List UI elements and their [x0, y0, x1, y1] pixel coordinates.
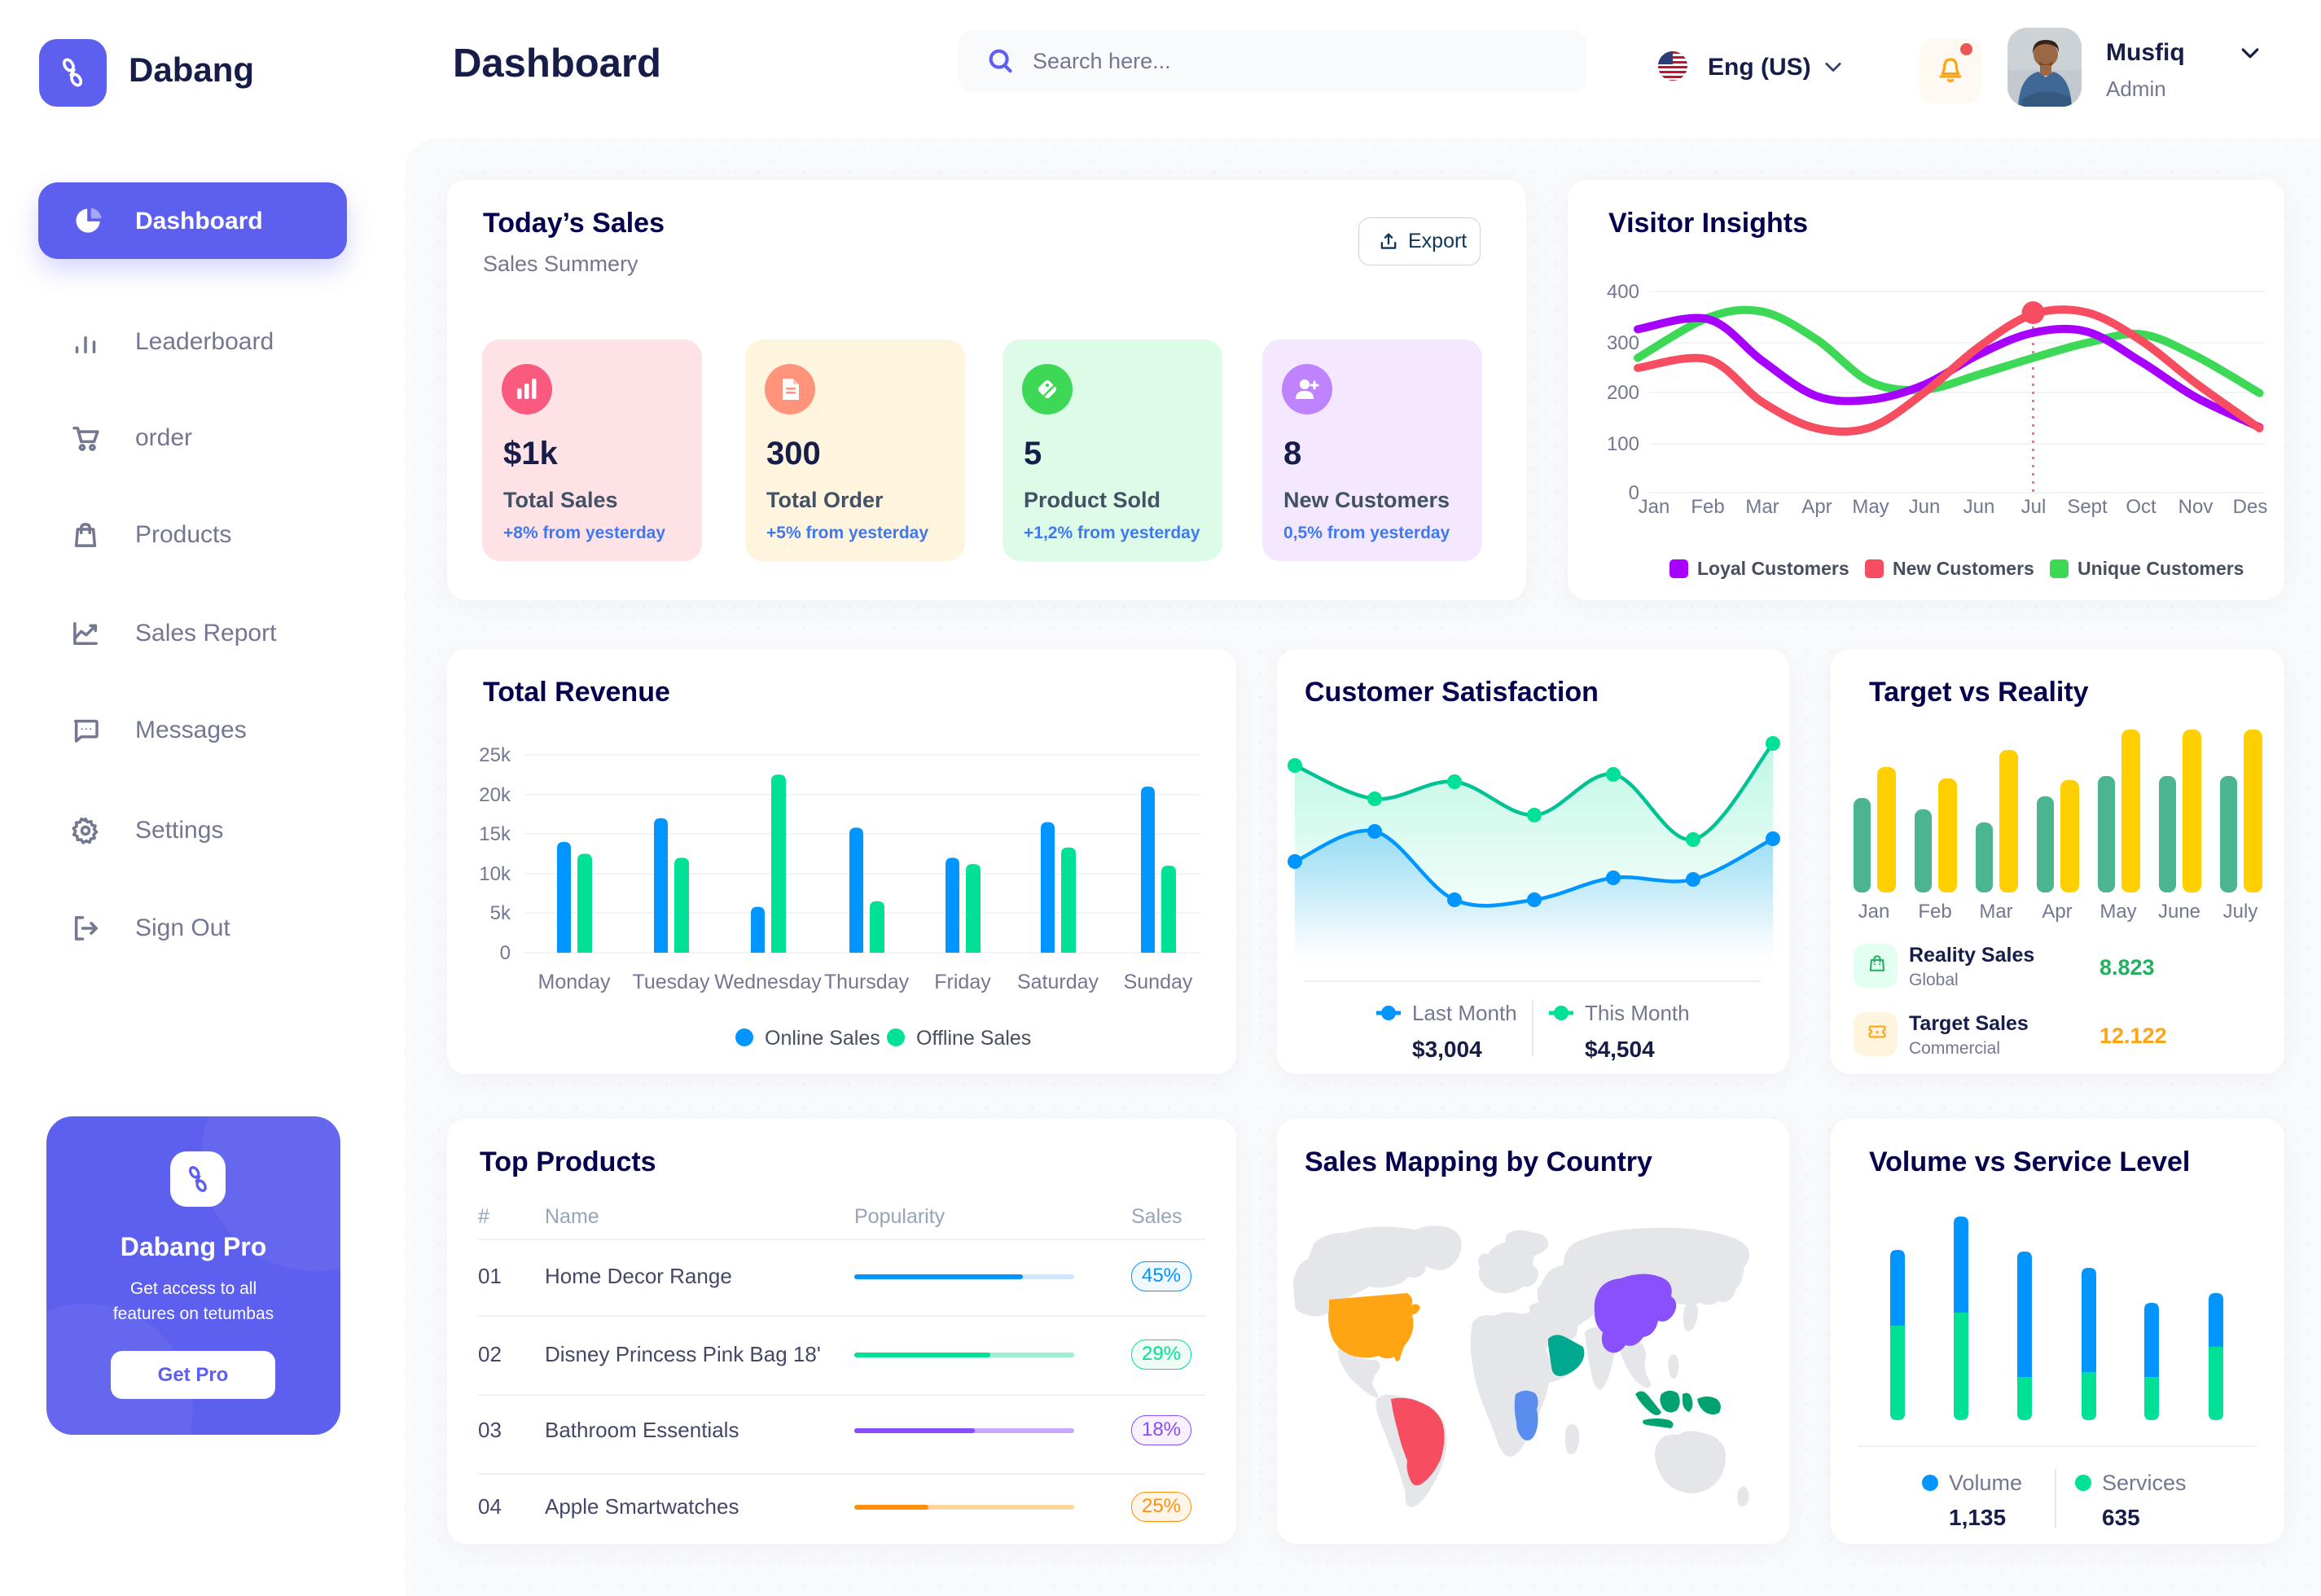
svg-text:0: 0	[1629, 482, 1639, 504]
svg-text:Commercial: Commercial	[1909, 1039, 2000, 1058]
svg-text:Target Sales: Target Sales	[1909, 1012, 2029, 1035]
svg-text:Global: Global	[1909, 971, 1959, 989]
svg-text:Nov: Nov	[2178, 496, 2214, 518]
svg-text:$4,504: $4,504	[1585, 1037, 1655, 1062]
svg-text:Services: Services	[2102, 1471, 2187, 1495]
svg-text:Apr: Apr	[1801, 496, 1832, 518]
svg-text:New Customers: New Customers	[1893, 558, 2034, 579]
svg-text:8.823: 8.823	[2099, 955, 2155, 980]
svg-text:400: 400	[1607, 281, 1639, 303]
svg-text:May: May	[2099, 901, 2136, 923]
svg-text:Saturday: Saturday	[1017, 971, 1099, 993]
svg-text:15k: 15k	[479, 823, 511, 845]
svg-text:100: 100	[1607, 433, 1639, 455]
svg-text:Des: Des	[2233, 496, 2268, 518]
svg-text:Jan: Jan	[1858, 901, 1890, 923]
svg-text:$3,004: $3,004	[1412, 1037, 1482, 1062]
svg-text:Thursday: Thursday	[824, 971, 910, 993]
svg-text:Friday: Friday	[934, 971, 991, 993]
svg-text:5k: 5k	[490, 902, 511, 924]
svg-text:Feb: Feb	[1691, 496, 1724, 518]
svg-text:25k: 25k	[479, 744, 511, 766]
svg-text:Monday: Monday	[538, 971, 611, 993]
svg-text:Sunday: Sunday	[1124, 971, 1193, 993]
svg-text:Sept: Sept	[2067, 496, 2108, 518]
svg-text:Mar: Mar	[1745, 496, 1779, 518]
svg-text:200: 200	[1607, 382, 1639, 404]
svg-text:Jul: Jul	[2021, 496, 2047, 518]
svg-text:12.122: 12.122	[2099, 1024, 2167, 1048]
svg-text:Wednesday: Wednesday	[714, 971, 822, 993]
svg-text:Volume: Volume	[1949, 1471, 2022, 1495]
svg-text:10k: 10k	[479, 863, 511, 885]
svg-text:Last Month: Last Month	[1412, 1001, 1517, 1025]
svg-text:635: 635	[2102, 1505, 2140, 1530]
svg-text:May: May	[1852, 496, 1889, 518]
svg-text:Apr: Apr	[2042, 901, 2072, 923]
svg-text:Oct: Oct	[2126, 496, 2156, 518]
svg-text:Online Sales: Online Sales	[765, 1027, 880, 1050]
svg-text:June: June	[2158, 901, 2200, 923]
svg-text:Jun: Jun	[1909, 496, 1941, 518]
svg-text:Reality Sales: Reality Sales	[1909, 944, 2034, 967]
svg-text:Offline Sales: Offline Sales	[916, 1027, 1031, 1050]
svg-text:Feb: Feb	[1918, 901, 1951, 923]
svg-text:This Month: This Month	[1585, 1001, 1690, 1025]
svg-text:300: 300	[1607, 332, 1639, 354]
svg-text:20k: 20k	[479, 784, 511, 806]
svg-text:Loyal Customers: Loyal Customers	[1697, 558, 1849, 579]
svg-text:Jun: Jun	[1963, 496, 1995, 518]
svg-text:1,135: 1,135	[1949, 1505, 2006, 1530]
svg-text:Unique Customers: Unique Customers	[2077, 558, 2244, 579]
svg-text:0: 0	[500, 942, 511, 964]
svg-text:Mar: Mar	[1979, 901, 2012, 923]
svg-text:July: July	[2223, 901, 2258, 923]
svg-text:Jan: Jan	[1639, 496, 1670, 518]
svg-text:Tuesday: Tuesday	[633, 971, 710, 993]
